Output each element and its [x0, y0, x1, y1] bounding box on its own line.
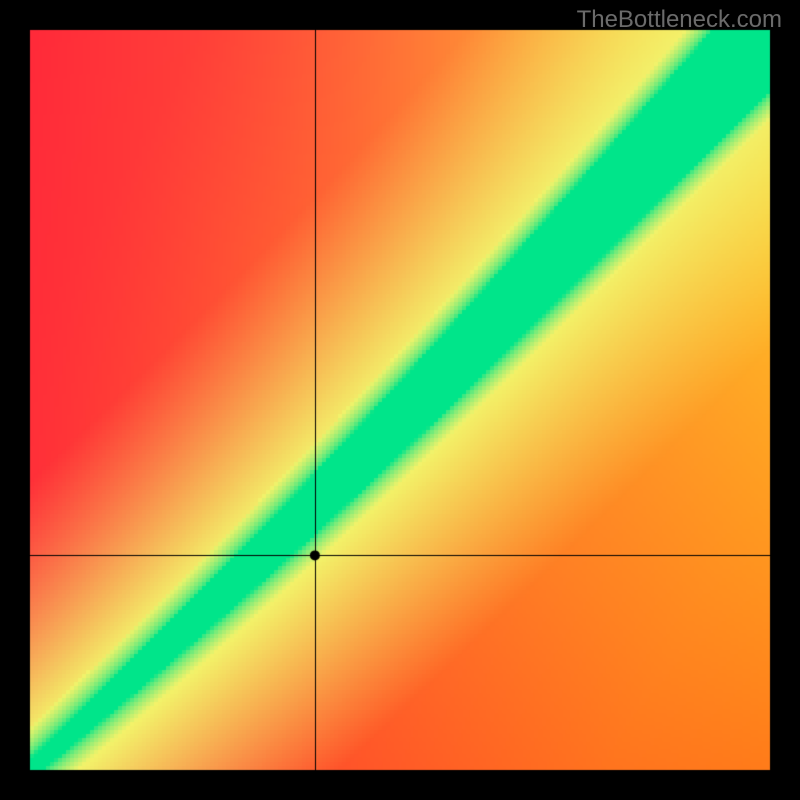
- heatmap-canvas: [0, 0, 800, 800]
- watermark-text: TheBottleneck.com: [577, 6, 782, 34]
- chart-container: TheBottleneck.com: [0, 0, 800, 800]
